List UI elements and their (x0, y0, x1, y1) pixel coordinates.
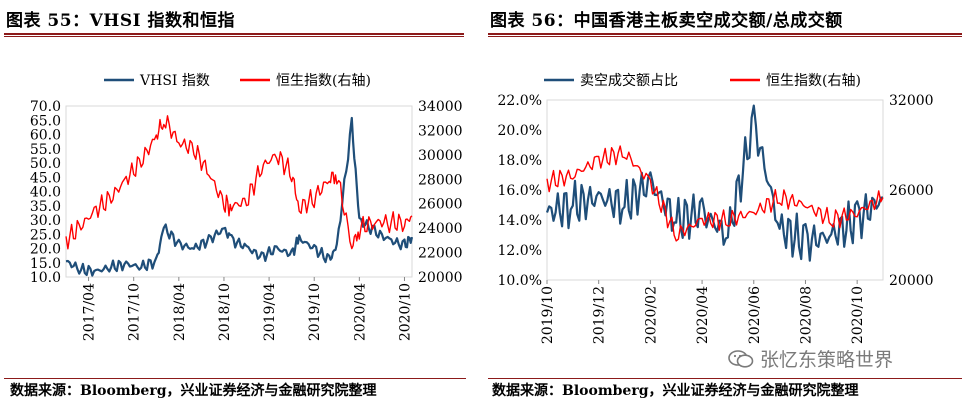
right-title-rule (488, 33, 962, 35)
right-y-right-tick: 26000 (889, 183, 934, 199)
left-y-right-tick: 24000 (418, 221, 463, 237)
right-x-tick-label: 2020/08 (798, 286, 814, 344)
left-y-left-tick: 45.0 (30, 170, 61, 186)
left-y-left-tick: 25.0 (30, 227, 61, 243)
left-y-left-tick: 55.0 (30, 142, 61, 158)
left-y-right-tick: 22000 (418, 246, 463, 262)
right-series-1-line (545, 104, 884, 262)
left-y-left-tick: 60.0 (30, 128, 61, 144)
right-plot-frame (546, 99, 884, 281)
watermark-text: 张忆东策略世界 (760, 349, 894, 371)
left-y-left-tick: 20.0 (30, 242, 61, 258)
left-y-right-tick: 28000 (418, 172, 463, 188)
right-legend-label-2: 恒生指数(右轴) (766, 73, 861, 89)
left-y-right-tick: 32000 (418, 123, 463, 139)
left-legend: VHSI 指数 恒生指数(右轴) (104, 73, 371, 89)
right-x-tick-label: 2020/10 (850, 286, 866, 344)
wechat-icon (728, 349, 754, 368)
right-y-right-tick: 20000 (889, 273, 934, 289)
left-x-tick-label: 2018/04 (172, 283, 188, 341)
left-x-tick-label: 2019/04 (262, 283, 278, 341)
right-source-note: 数据来源：Bloomberg，兴业证券经济与金融研究院整理 (492, 383, 859, 399)
left-legend-label-1: VHSI 指数 (139, 73, 210, 89)
left-y-right-tick: 20000 (418, 270, 463, 286)
left-y-left-tick: 30.0 (30, 213, 61, 229)
left-y-left-tick: 10.0 (30, 270, 61, 286)
right-y-left-tick: 14.0% (498, 213, 542, 229)
left-footer-rule (4, 378, 466, 379)
right-y-left-tick: 12.0% (498, 243, 542, 259)
left-y-left-tick: 35.0 (30, 199, 61, 215)
right-x-tick-label: 2020/02 (643, 286, 659, 344)
left-x-tick-label: 2019/10 (307, 283, 323, 341)
left-y-left-tick: 15.0 (30, 256, 61, 272)
right-legend: 卖空成交额占比 恒生指数(右轴) (544, 72, 861, 89)
left-y-left-tick: 40.0 (30, 185, 61, 201)
left-title-rule (4, 33, 464, 35)
left-plot-frame (65, 105, 413, 278)
right-y-right-tick: 32000 (889, 93, 934, 109)
left-y-left-tick: 50.0 (30, 156, 61, 172)
left-y-right-tick: 30000 (418, 148, 463, 164)
left-x-tick-label: 2020/10 (397, 283, 413, 341)
right-x-tick-label: 2019/10 (540, 286, 556, 344)
right-y-left-tick: 10.0% (498, 273, 542, 289)
left-title-rule-thin (4, 36, 464, 37)
right-y-left-tick: 16.0% (498, 183, 542, 199)
right-y-left-tick: 18.0% (498, 153, 542, 169)
right-y-left-tick: 20.0% (498, 123, 542, 139)
left-x-tick-label: 2018/10 (217, 283, 233, 341)
left-figure: 图表 55：VHSI 指数和恒指 VHSI 指数 恒生指数(右轴) 10.0 15.0… (0, 0, 470, 370)
left-y-right-tick: 34000 (418, 99, 463, 115)
left-series-2-line (65, 115, 413, 250)
vhsi-hsi-chart: VHSI 指数 恒生指数(右轴)10.015.020.025.030.035.04… (30, 73, 463, 341)
right-y-left-tick: 22.0% (498, 93, 542, 109)
left-x-tick-label: 2017/10 (127, 283, 143, 341)
left-figure-title: 图表 55：VHSI 指数和恒指 (6, 11, 235, 31)
right-title-rule-thin (488, 36, 962, 37)
short-selling-ratio-chart: 卖空成交额占比 恒生指数(右轴) 10.0% 12.0% 14.0% 16.0% 18.0%… (498, 72, 934, 344)
left-y-left-tick: 70.0 (30, 99, 61, 115)
right-legend-label-1: 卖空成交额占比 (580, 72, 678, 89)
right-x-tick-label: 2019/12 (592, 286, 608, 344)
right-footer-rule (488, 378, 962, 379)
left-y-left-tick: 65.0 (30, 113, 61, 129)
right-series-2-line (546, 145, 884, 242)
left-x-tick-label: 2020/04 (352, 283, 368, 341)
watermark: 张忆东策略世界 (728, 345, 893, 372)
left-y-right-tick: 26000 (418, 197, 463, 213)
left-legend-label-2: 恒生指数(右轴) (276, 73, 371, 89)
left-x-tick-label: 2017/04 (82, 283, 98, 341)
right-figure: 图表 56：中国香港主板卖空成交额/总成交额 卖空成交额占比 恒生指数(右轴) 10… (484, 0, 968, 370)
right-x-tick-label: 2020/04 (695, 286, 711, 344)
right-x-tick-label: 2020/06 (747, 286, 763, 344)
left-source-note: 数据来源：Bloomberg，兴业证券经济与金融研究院整理 (10, 383, 377, 399)
right-figure-title: 图表 56：中国香港主板卖空成交额/总成交额 (490, 11, 843, 31)
left-series-1-line (65, 116, 414, 277)
